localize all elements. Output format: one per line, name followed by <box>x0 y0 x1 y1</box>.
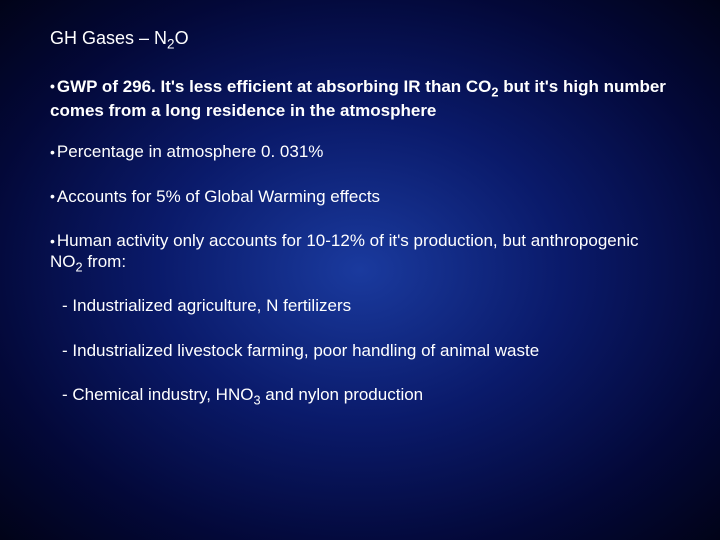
bullet-2: •Accounts for 5% of Global Warming effec… <box>50 186 670 210</box>
bullet-marker: • <box>50 233 55 249</box>
bullet-0: •GWP of 296. It's less efficient at abso… <box>50 76 670 122</box>
slide-title: GH Gases – N2O <box>50 28 670 52</box>
sub-1-pre: Industrialized livestock farming, poor h… <box>72 341 539 360</box>
bullet-1: •Percentage in atmosphere 0. 031% <box>50 141 670 165</box>
sub-marker: - <box>62 341 72 360</box>
bullet-1-pre: Percentage in atmosphere 0. 031% <box>57 142 324 161</box>
title-sub: 2 <box>167 37 175 52</box>
title-post: O <box>175 28 189 48</box>
sub-marker: - <box>62 385 72 404</box>
sub-marker: - <box>62 296 72 315</box>
bullet-3: •Human activity only accounts for 10-12%… <box>50 230 670 276</box>
bullet-marker: • <box>50 78 55 94</box>
title-pre: GH Gases – N <box>50 28 167 48</box>
bullet-2-pre: Accounts for 5% of Global Warming effect… <box>57 187 380 206</box>
sub-2-post: and nylon production <box>261 385 424 404</box>
bullet-3-post: from: <box>83 252 126 271</box>
sub-bullet-2: - Chemical industry, HNO3 and nylon prod… <box>62 384 670 408</box>
sub-2-sub: 3 <box>253 392 260 407</box>
bullet-marker: • <box>50 144 55 160</box>
sub-0-pre: Industrialized agriculture, N fertilizer… <box>72 296 351 315</box>
sub-bullet-1: - Industrialized livestock farming, poor… <box>62 340 670 364</box>
bullet-3-pre: Human activity only accounts for 10-12% … <box>50 231 638 271</box>
bullet-0-pre: GWP of 296. It's less efficient at absor… <box>57 77 491 96</box>
bullet-marker: • <box>50 188 55 204</box>
sub-bullet-0: - Industrialized agriculture, N fertiliz… <box>62 295 670 319</box>
sub-2-pre: Chemical industry, HNO <box>72 385 253 404</box>
bullet-3-sub: 2 <box>76 259 83 274</box>
